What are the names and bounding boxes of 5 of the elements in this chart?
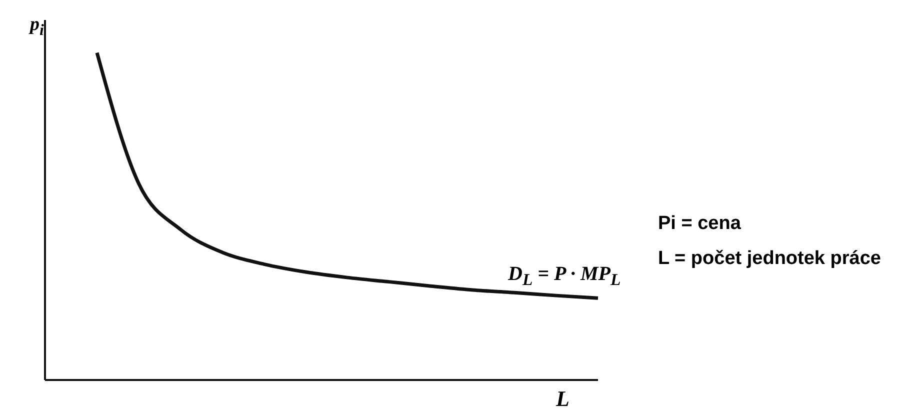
- text: Pi = cena: [658, 213, 741, 235]
- annotation: D$_{L}$ = P · MP$_{L}$: [508, 263, 621, 290]
- y-axis-title: p$_{i}$: [30, 14, 44, 40]
- text: L = počet jednotek práce: [658, 248, 881, 270]
- x-axis-title: L: [556, 386, 570, 412]
